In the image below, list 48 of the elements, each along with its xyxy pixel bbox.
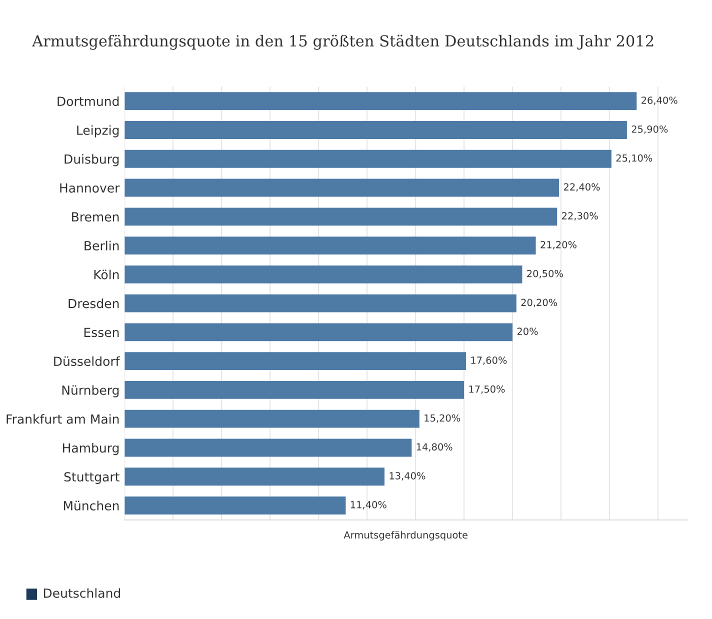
x-axis-title: Armutsgefährdungsquote <box>344 531 468 540</box>
bar <box>124 150 612 168</box>
text: Deutschland <box>44 588 120 598</box>
data-label: 22,40% <box>564 183 600 192</box>
data-label: 17,60% <box>471 356 507 365</box>
bar <box>124 294 516 312</box>
bar <box>124 178 560 197</box>
data-label: 13,40% <box>390 472 426 480</box>
bar <box>124 92 637 110</box>
y-tick-label: Nürnberg <box>62 385 119 398</box>
y-tick-label: Düsseldorf <box>54 356 120 366</box>
data-label: 14,80% <box>416 443 452 452</box>
y-tick-label: Köln <box>94 270 119 280</box>
bar <box>124 381 464 399</box>
y-tick-label: Dortmund <box>58 96 119 106</box>
bar <box>124 468 385 486</box>
y-tick-label: Hamburg <box>63 442 119 456</box>
y-tick-label: Bremen <box>72 212 119 222</box>
y-tick-label: Frankfurt am Main <box>6 414 119 424</box>
y-tick-label: München <box>64 500 119 510</box>
bar <box>124 496 346 514</box>
y-tick-label: Dresden <box>68 298 119 308</box>
data-label: 20% <box>517 328 538 336</box>
data-label: 20,20% <box>521 298 558 308</box>
bar <box>124 121 627 139</box>
bar <box>124 438 412 457</box>
bar <box>124 352 466 370</box>
data-label: 11,40% <box>350 500 386 510</box>
chart-title: Armutsgefährdungsquote in den 15 größten Städten Deutschlands im Jahr 2012 <box>32 34 654 50</box>
bar <box>124 236 536 254</box>
bar <box>124 410 420 428</box>
data-label: 20,50% <box>527 270 563 278</box>
data-label: 25,10% <box>616 154 652 163</box>
y-tick-label: Essen <box>84 328 119 338</box>
y-tick-label: Stuttgart <box>64 472 120 484</box>
data-label: 26,40% <box>642 96 678 105</box>
data-label: 25,90% <box>632 125 668 134</box>
y-tick-label: Berlin <box>84 240 119 250</box>
bar <box>124 323 513 342</box>
data-label: 21,20% <box>540 241 576 250</box>
data-label: 15,20% <box>424 414 460 423</box>
bar <box>124 265 522 284</box>
data-label: 17,50% <box>469 385 505 394</box>
data-label: 22,30% <box>562 212 598 220</box>
y-tick-label: Leipzig <box>77 125 119 138</box>
bar <box>124 208 558 226</box>
y-tick-label: Hannover <box>60 183 120 193</box>
y-tick-label: Duisburg <box>64 154 119 166</box>
